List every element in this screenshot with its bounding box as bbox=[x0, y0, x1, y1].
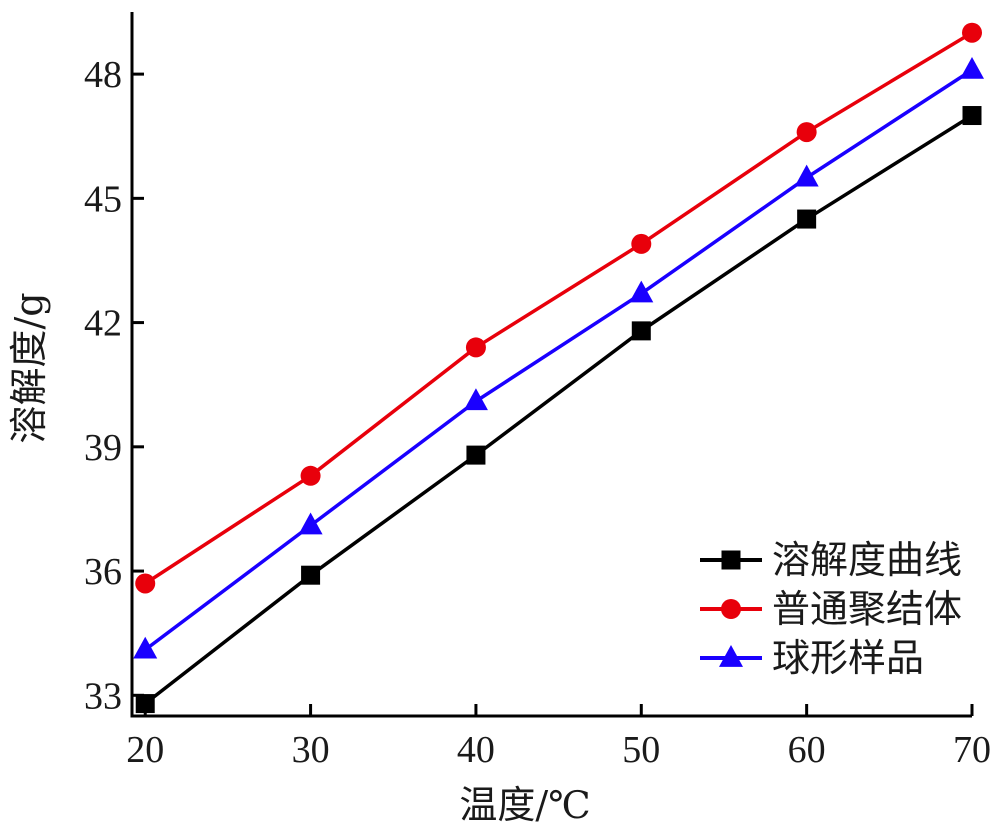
data-point bbox=[631, 321, 651, 341]
data-point bbox=[962, 22, 982, 43]
x-tick-label: 30 bbox=[292, 729, 330, 771]
legend-item: 溶解度曲线 bbox=[700, 538, 962, 582]
data-point bbox=[797, 209, 817, 229]
y-tick-label: 48 bbox=[84, 54, 122, 96]
series-line bbox=[144, 31, 973, 585]
legend-item: 球形样品 bbox=[700, 636, 924, 680]
data-point bbox=[301, 565, 321, 585]
data-point bbox=[463, 388, 488, 411]
y-tick-label: 36 bbox=[84, 551, 122, 593]
axes-layer bbox=[130, 12, 972, 718]
data-point bbox=[962, 106, 982, 126]
data-point bbox=[298, 512, 323, 535]
series-2 bbox=[135, 22, 982, 594]
y-tick-label: 33 bbox=[84, 675, 122, 717]
x-tick-label: 70 bbox=[953, 729, 991, 771]
data-point bbox=[465, 337, 486, 358]
series-layer bbox=[133, 22, 984, 714]
legend-label: 球形样品 bbox=[772, 636, 924, 680]
series-1 bbox=[135, 106, 982, 714]
legend-marker bbox=[719, 644, 743, 667]
data-point bbox=[631, 233, 652, 254]
data-point bbox=[135, 573, 156, 594]
data-point bbox=[629, 280, 654, 303]
data-point bbox=[133, 636, 158, 659]
y-tick-label: 45 bbox=[84, 178, 122, 220]
series-3 bbox=[133, 56, 984, 659]
ticks-layer: 20 30 40 50 60 70 33 36 39 42 45 48 bbox=[84, 54, 991, 771]
data-point bbox=[960, 56, 984, 79]
y-axis-title: 溶解度/g bbox=[7, 292, 51, 443]
x-tick-label: 60 bbox=[788, 729, 826, 771]
data-point bbox=[466, 445, 486, 465]
data-point bbox=[794, 164, 819, 187]
series-line bbox=[144, 114, 973, 705]
legend-item: 普通聚结体 bbox=[700, 587, 962, 631]
series-line bbox=[144, 68, 973, 652]
x-tick-label: 20 bbox=[126, 729, 164, 771]
data-point bbox=[135, 694, 155, 714]
legend-label: 普通聚结体 bbox=[772, 587, 962, 631]
legend-marker bbox=[721, 550, 741, 570]
legend-label: 溶解度曲线 bbox=[772, 538, 962, 582]
x-axis-title: 温度/℃ bbox=[459, 783, 590, 827]
data-point bbox=[796, 122, 817, 143]
x-tick-label: 40 bbox=[457, 729, 495, 771]
y-tick-label: 39 bbox=[84, 427, 122, 469]
legend-marker bbox=[721, 599, 741, 619]
y-tick-label: 42 bbox=[84, 303, 122, 345]
data-point bbox=[300, 465, 321, 486]
x-tick-label: 50 bbox=[622, 729, 660, 771]
